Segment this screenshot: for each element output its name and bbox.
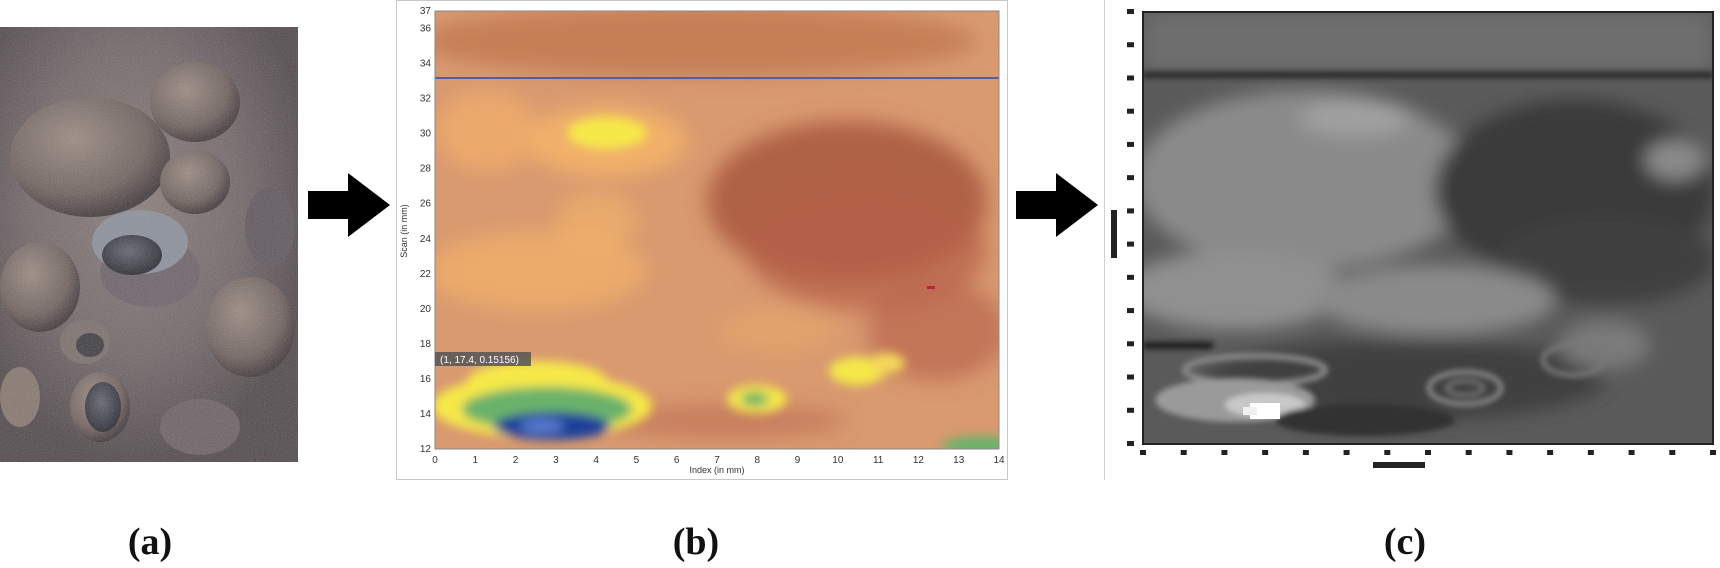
x-tick-label: 10 [832,455,844,466]
x-tick-label: 12 [913,455,925,466]
y-tick-mark [1127,441,1134,446]
x-tick-label: 11 [873,455,884,466]
x-tick-label: 9 [795,455,801,466]
x-tick-label: 6 [674,455,680,466]
rock-photo-graphic [0,27,298,462]
grayscale-image [1111,9,1716,468]
cursor-readout-box [435,352,531,366]
y-tick-mark [1127,208,1134,214]
x-tick-mark [1221,450,1228,455]
x-tick-mark [1547,450,1554,455]
y-tick-mark [1127,341,1134,347]
y-tick-label: 14 [420,409,432,420]
x-tick-label: 8 [755,455,761,466]
x-tick-mark [1140,450,1146,455]
cursor-readout: (1, 17.4, 0.15156) [440,355,519,366]
x-tick-label: 0 [432,455,438,466]
y-tick-mark [1127,9,1134,14]
x-tick-mark [1302,450,1309,455]
x-tick-labels: 0 1 2 3 4 5 6 7 8 9 10 11 12 13 14 [432,455,1005,466]
y-tick-mark [1127,108,1134,114]
x-tick-label: 5 [634,455,640,466]
y-tick-label: 24 [420,234,432,245]
x-tick-label: 7 [714,455,720,466]
x-tick-mark [1628,450,1635,455]
y-tick-label: 18 [420,339,432,350]
x-tick-mark [1710,450,1716,455]
y-tick-mark [1127,175,1134,181]
scan-heatmap: 0 1 2 3 4 5 6 7 8 9 10 11 12 13 14 1214161820222426283… [399,6,1005,475]
rock-photo [0,27,298,462]
x-tick-mark [1669,450,1676,455]
y-tick-mark [1127,374,1134,380]
y-tick-mark [1127,75,1134,81]
y-tick-label: 20 [420,304,432,315]
arrow-right-icon [1016,173,1098,237]
y-tick-mark [1127,141,1134,147]
y-tick-labels: 12 14 16 18 20 22 24 26 28 30 32 34 36 37 [420,6,432,455]
y-tick-mark [1127,274,1134,280]
grayscale-image-panel [1104,0,1720,480]
y-tick-label: 30 [420,129,432,140]
arrow-right-icon [308,173,390,237]
x-tick-mark [1506,450,1513,455]
y-tick-mark [1127,407,1134,413]
y-tick-label: 28 [420,164,432,175]
y-tick-label: 22 [420,269,432,280]
x-axis-label-mark [1373,462,1425,468]
caption-c: (c) [1383,521,1427,563]
y-tick-label: 34 [420,59,432,70]
x-tick-mark [1180,450,1187,455]
y-tick-label: 26 [420,199,432,210]
x-tick-label: 13 [953,455,965,466]
x-tick-mark [1465,450,1472,455]
caption-a: (a) [127,521,173,563]
x-tick-marks [1140,450,1716,455]
y-tick-label: 12 [420,444,432,455]
x-tick-label: 1 [473,455,479,466]
x-axis-label: Index (in mm) [689,465,744,475]
y-axis-label: Scan (in mm) [399,204,409,258]
y-tick-mark [1127,42,1134,48]
x-tick-mark [1262,450,1269,455]
y-tick-label: 16 [420,374,432,385]
x-tick-mark [1587,450,1594,455]
y-tick-mark [1127,241,1134,247]
x-tick-mark [1384,450,1391,455]
y-tick-label: 37 [420,6,432,17]
x-tick-label: 2 [513,455,519,466]
scan-heatmap-panel: 0 1 2 3 4 5 6 7 8 9 10 11 12 13 14 12 14 16 18 20 22 24 26 28 3… [396,0,1008,480]
x-tick-mark [1343,450,1350,455]
x-tick-label: 4 [593,455,599,466]
y-tick-label: 36 [420,24,432,35]
x-tick-label: 14 [993,455,1005,466]
y-axis-label-mark [1111,210,1117,258]
y-tick-mark [1127,308,1134,314]
y-tick-label: 32 [420,94,432,105]
x-tick-mark [1425,450,1431,455]
x-tick-label: 3 [553,455,559,466]
caption-b: (b) [672,521,720,563]
y-tick-marks [1127,9,1134,446]
